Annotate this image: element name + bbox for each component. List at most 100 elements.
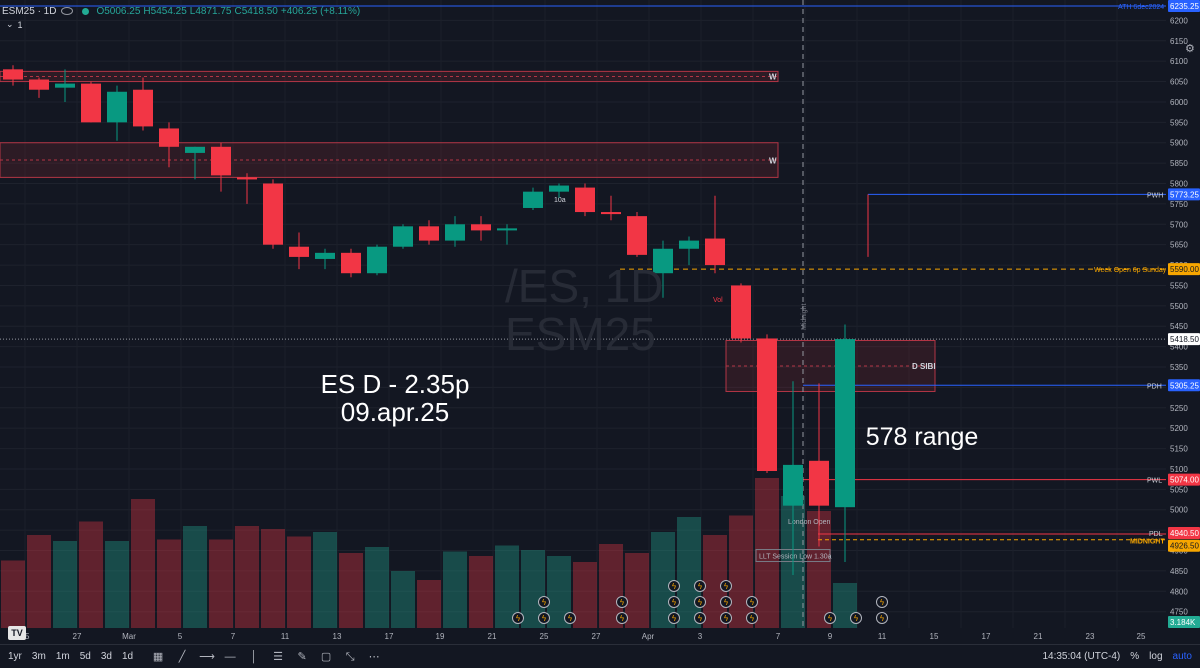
auto-toggle[interactable]: auto xyxy=(1172,651,1192,662)
symbol-label[interactable]: ESM25 · 1D xyxy=(2,5,57,17)
volume-bar xyxy=(365,547,389,628)
lightning-icon[interactable]: ϟ xyxy=(746,596,758,608)
icon-ring xyxy=(746,612,758,624)
volume-bar xyxy=(417,580,441,628)
volume-bar xyxy=(235,526,259,628)
volume-bar xyxy=(677,517,701,628)
price-tick: 5850 xyxy=(1170,159,1188,168)
volume-bar xyxy=(261,529,285,628)
range-annotation: 578 range xyxy=(865,423,979,451)
rectangle-icon[interactable]: ▢ xyxy=(320,650,332,663)
calendar-icon[interactable]: ▦ xyxy=(152,650,164,663)
eye-icon[interactable] xyxy=(61,7,74,15)
lightning-icon[interactable]: ϟ xyxy=(694,580,706,592)
lightning-icon[interactable]: ϟ xyxy=(564,612,576,624)
lightning-icon[interactable]: ϟ xyxy=(668,580,680,592)
lightning-icon[interactable]: ϟ xyxy=(694,596,706,608)
chart-grid xyxy=(0,19,1166,613)
lightning-icon[interactable]: ϟ xyxy=(876,612,888,624)
timeframe-5d[interactable]: 5d xyxy=(79,651,91,662)
ath-price-tag-bg xyxy=(1168,0,1200,13)
candle-body xyxy=(419,226,439,241)
icon-ring xyxy=(720,612,732,624)
time-tick: 7 xyxy=(231,632,236,641)
time-tick: Mar xyxy=(122,632,136,641)
volume-tag: 3.184K xyxy=(1170,618,1196,627)
timeframe-1m[interactable]: 1m xyxy=(55,651,70,662)
lightning-icon[interactable]: ϟ xyxy=(876,596,888,608)
time-tick: 27 xyxy=(592,632,601,641)
lightning-icon[interactable]: ϟ xyxy=(850,612,862,624)
candle xyxy=(757,334,777,474)
ath-price-tag: 6235.25 xyxy=(1170,2,1199,11)
price-tick: 4750 xyxy=(1170,608,1188,617)
lightning-icon[interactable]: ϟ xyxy=(720,580,732,592)
price-levels: ATH 6dec2024 PWH Week Open 6p Sunday PDH PWL… xyxy=(0,0,1167,628)
volume-bar xyxy=(339,553,363,628)
vertical-line-icon[interactable]: │ xyxy=(250,650,258,663)
pdh-price-tag: 5305.25 xyxy=(1170,381,1199,390)
lightning-icon[interactable]: ϟ xyxy=(512,612,524,624)
time-tick: 25 xyxy=(540,632,549,641)
time-axis: 2527Mar5711131719212527Apr37911151721232… xyxy=(0,628,1200,644)
chevron-down-icon: ⌄ xyxy=(6,19,14,29)
icon-ring xyxy=(876,596,888,608)
lightning-icon[interactable]: ϟ xyxy=(616,612,628,624)
lightning-icon[interactable]: ϟ xyxy=(824,612,836,624)
lightning-icon[interactable]: ϟ xyxy=(538,596,550,608)
clock-time: 14:35:04 (UTC-4) xyxy=(1042,651,1121,662)
tradingview-logo-icon[interactable]: TV xyxy=(8,626,26,640)
lightning-icon[interactable]: ϟ xyxy=(616,596,628,608)
lightning-icon[interactable]: ϟ xyxy=(668,612,680,624)
brush-icon[interactable]: ✎ xyxy=(297,650,307,663)
price-tick: 5400 xyxy=(1170,343,1188,352)
volume-bar xyxy=(1,560,25,628)
icon-ring xyxy=(668,580,680,592)
candle-body xyxy=(835,339,855,508)
candle-body xyxy=(263,183,283,245)
icon-glyph: ϟ xyxy=(671,582,676,591)
candle xyxy=(679,236,699,266)
lightning-icon[interactable]: ϟ xyxy=(668,596,680,608)
volume-bar xyxy=(209,539,233,628)
icon-glyph: ϟ xyxy=(827,614,832,623)
icon-ring xyxy=(694,596,706,608)
indicator-toggle[interactable]: ⌄ 1 xyxy=(6,19,23,30)
timeframe-1yr[interactable]: 1yr xyxy=(8,651,22,662)
trend-line-icon[interactable]: ╱ xyxy=(178,650,186,663)
symbol-watermark: /ES, 1D ESM25 xyxy=(505,262,664,358)
zone-label-d-sibi: D SIBI xyxy=(912,362,936,371)
timeframe-3d[interactable]: 3d xyxy=(100,651,112,662)
measure-icon[interactable]: ⤡ xyxy=(345,650,355,663)
horizontal-ray-icon[interactable]: ⟶ xyxy=(199,650,215,663)
week-open-price-tag: 5590.00 xyxy=(1170,265,1199,274)
icon-ring xyxy=(876,612,888,624)
candle xyxy=(731,283,751,343)
lightning-icon[interactable]: ϟ xyxy=(538,612,550,624)
london-open-label: London Open xyxy=(788,519,831,526)
candle xyxy=(81,81,101,123)
horizontal-line-icon[interactable]: — xyxy=(224,650,236,663)
price-tick: 5450 xyxy=(1170,322,1188,331)
lightning-icon[interactable]: ϟ xyxy=(746,612,758,624)
price-tick: 6100 xyxy=(1170,57,1188,66)
timeframe-1d[interactable]: 1d xyxy=(121,651,134,662)
timeframe-3m[interactable]: 3m xyxy=(31,651,46,662)
settings-icon[interactable]: ⚙ xyxy=(1185,42,1195,55)
candle-body xyxy=(289,246,309,257)
log-toggle[interactable]: log xyxy=(1149,651,1163,662)
percent-toggle[interactable]: % xyxy=(1130,651,1140,662)
price-tick: 5200 xyxy=(1170,424,1188,433)
candle-body xyxy=(731,285,751,339)
icon-ring xyxy=(824,612,836,624)
fib-icon[interactable]: ☰ xyxy=(273,650,284,663)
lightning-icon[interactable]: ϟ xyxy=(694,612,706,624)
candle xyxy=(159,122,179,168)
price-tick: 5100 xyxy=(1170,465,1188,474)
lightning-icon[interactable]: ϟ xyxy=(720,612,732,624)
lightning-icon[interactable]: ϟ xyxy=(720,596,732,608)
more-tools-icon[interactable]: ⋯ xyxy=(368,650,380,663)
watermark-line2: ESM25 xyxy=(505,308,656,360)
candle-body xyxy=(3,69,23,80)
